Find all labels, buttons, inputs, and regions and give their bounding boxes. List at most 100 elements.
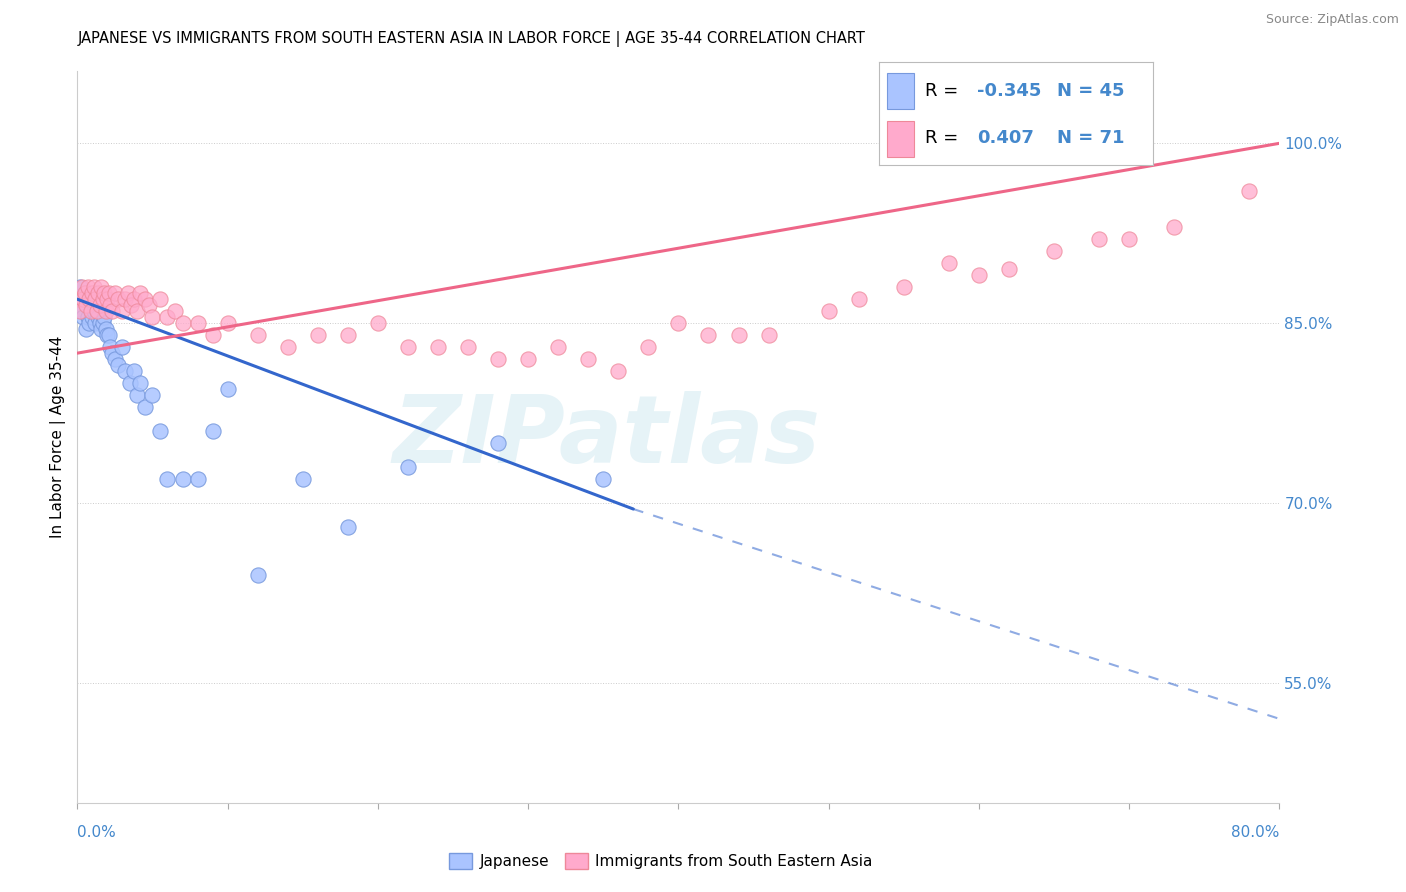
- Point: [96, 328, 118, 343]
- Point: [134, 400, 156, 414]
- Point: [101, 304, 124, 318]
- Point: [592, 472, 614, 486]
- Point: [80, 304, 103, 318]
- Point: [97, 328, 120, 343]
- Point: [72, 292, 94, 306]
- Point: [396, 340, 419, 354]
- Point: [117, 286, 139, 301]
- Point: [163, 304, 186, 318]
- Point: [76, 310, 98, 325]
- Point: [1163, 220, 1185, 235]
- Point: [186, 472, 209, 486]
- Point: [67, 292, 90, 306]
- Point: [127, 388, 149, 402]
- Point: [79, 316, 101, 330]
- Point: [100, 340, 122, 354]
- Point: [83, 304, 105, 318]
- Point: [104, 286, 127, 301]
- Point: [83, 280, 105, 294]
- Point: [938, 256, 960, 270]
- Text: R =: R =: [925, 82, 965, 100]
- Point: [156, 472, 179, 486]
- Point: [172, 316, 194, 330]
- Point: [104, 352, 127, 367]
- Point: [758, 328, 780, 343]
- Point: [217, 316, 239, 330]
- Text: -0.345: -0.345: [977, 82, 1042, 100]
- Point: [73, 286, 96, 301]
- Point: [107, 292, 129, 306]
- Text: ZIPatlas: ZIPatlas: [392, 391, 820, 483]
- Point: [97, 286, 120, 301]
- Point: [307, 328, 329, 343]
- Legend: Japanese, Immigrants from South Eastern Asia: Japanese, Immigrants from South Eastern …: [443, 847, 879, 875]
- Point: [156, 310, 179, 325]
- Point: [84, 292, 107, 306]
- Bar: [887, 73, 914, 109]
- Point: [111, 304, 134, 318]
- Point: [82, 310, 104, 325]
- Point: [1118, 232, 1140, 246]
- Point: [91, 316, 114, 330]
- Point: [291, 472, 314, 486]
- Point: [100, 298, 122, 312]
- Point: [396, 460, 419, 475]
- Point: [149, 292, 172, 306]
- Point: [79, 292, 101, 306]
- Point: [127, 304, 149, 318]
- Point: [73, 286, 96, 301]
- Point: [87, 310, 110, 325]
- Point: [186, 316, 209, 330]
- Point: [75, 298, 97, 312]
- Point: [336, 520, 359, 534]
- Point: [1088, 232, 1111, 246]
- Point: [141, 388, 163, 402]
- Point: [141, 310, 163, 325]
- Point: [246, 568, 269, 582]
- Point: [998, 262, 1021, 277]
- Point: [118, 376, 141, 391]
- Point: [576, 352, 599, 367]
- Point: [486, 352, 509, 367]
- Point: [277, 340, 299, 354]
- Text: 0.0%: 0.0%: [77, 825, 117, 840]
- Point: [114, 364, 136, 378]
- Point: [134, 292, 156, 306]
- Point: [172, 472, 194, 486]
- Point: [668, 316, 690, 330]
- Point: [90, 280, 112, 294]
- Point: [217, 382, 239, 396]
- Point: [201, 424, 224, 438]
- Point: [76, 280, 98, 294]
- Point: [336, 328, 359, 343]
- Point: [637, 340, 659, 354]
- Point: [72, 310, 94, 325]
- Point: [517, 352, 540, 367]
- Point: [91, 292, 114, 306]
- Text: JAPANESE VS IMMIGRANTS FROM SOUTH EASTERN ASIA IN LABOR FORCE | AGE 35-44 CORREL: JAPANESE VS IMMIGRANTS FROM SOUTH EASTER…: [77, 31, 865, 47]
- Text: R =: R =: [925, 129, 970, 147]
- Point: [367, 316, 389, 330]
- Point: [96, 292, 118, 306]
- Point: [90, 322, 112, 336]
- Point: [80, 304, 103, 318]
- Point: [94, 322, 117, 336]
- Point: [967, 268, 990, 283]
- Point: [86, 304, 108, 318]
- Point: [457, 340, 479, 354]
- Point: [697, 328, 720, 343]
- Point: [120, 298, 142, 312]
- Text: N = 45: N = 45: [1057, 82, 1125, 100]
- Point: [129, 376, 152, 391]
- Point: [486, 436, 509, 450]
- Text: 80.0%: 80.0%: [1232, 825, 1279, 840]
- Text: 0.407: 0.407: [977, 129, 1035, 147]
- Point: [89, 316, 111, 330]
- Bar: [887, 121, 914, 157]
- Point: [114, 292, 136, 306]
- Point: [547, 340, 569, 354]
- Point: [69, 280, 91, 294]
- Point: [107, 358, 129, 372]
- Point: [75, 322, 97, 336]
- Point: [101, 346, 124, 360]
